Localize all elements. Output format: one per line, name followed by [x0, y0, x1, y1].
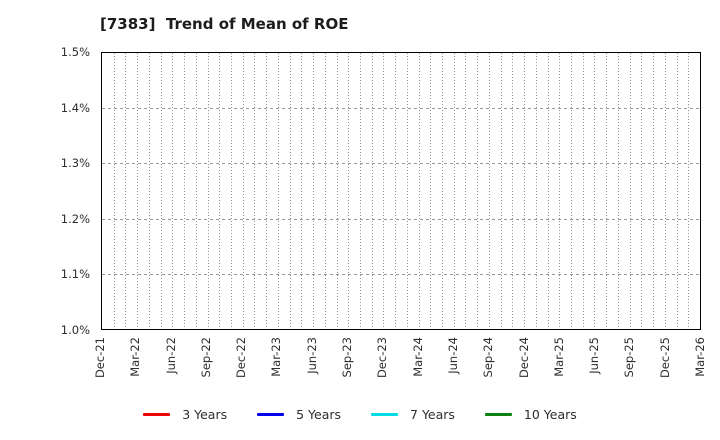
- gridline-vertical: [664, 53, 666, 329]
- gridline-vertical: [125, 53, 127, 329]
- gridline-vertical: [418, 53, 420, 329]
- gridline-vertical: [324, 53, 326, 329]
- gridline-vertical: [453, 53, 455, 329]
- gridline-vertical: [207, 53, 209, 329]
- legend-line-swatch: [257, 412, 285, 416]
- gridline-vertical: [688, 53, 690, 329]
- gridline-horizontal: [102, 163, 700, 165]
- gridline-vertical: [617, 53, 619, 329]
- gridline-vertical: [535, 53, 537, 329]
- gridline-vertical: [348, 53, 350, 329]
- gridline-vertical: [500, 53, 502, 329]
- x-tick-label: Mar-23: [269, 337, 284, 377]
- gridline-vertical: [406, 53, 408, 329]
- gridline-vertical: [242, 53, 244, 329]
- gridline-vertical: [442, 53, 444, 329]
- y-tick-label: 1.0%: [60, 323, 90, 337]
- gridline-vertical: [488, 53, 490, 329]
- gridline-vertical: [219, 53, 221, 329]
- gridline-vertical: [359, 53, 361, 329]
- gridline-vertical: [512, 53, 514, 329]
- grid-layer: [102, 53, 700, 329]
- y-tick-label: 1.2%: [60, 211, 90, 226]
- gridline-vertical: [383, 53, 385, 329]
- gridline-vertical: [594, 53, 596, 329]
- gridline-vertical: [371, 53, 373, 329]
- legend-item-3-years: 3 Years: [143, 407, 227, 422]
- legend-line-swatch: [371, 412, 399, 416]
- y-tick-label: 1.1%: [60, 267, 90, 282]
- gridline-horizontal: [102, 218, 700, 220]
- gridline-vertical: [160, 53, 162, 329]
- gridline-vertical: [395, 53, 397, 329]
- gridline-vertical: [559, 53, 561, 329]
- gridline-vertical: [524, 53, 526, 329]
- gridline-vertical: [289, 53, 291, 329]
- x-tick-label: Dec-21: [93, 337, 107, 379]
- legend-line-swatch: [143, 412, 171, 416]
- x-tick-label: Jun-25: [587, 337, 602, 374]
- gridline-vertical: [184, 53, 186, 329]
- x-tick-label: Mar-22: [128, 337, 143, 377]
- gridline-vertical: [653, 53, 655, 329]
- x-tick-label: Mar-24: [410, 337, 425, 377]
- legend-item-5-years: 5 Years: [257, 407, 341, 422]
- gridline-vertical: [465, 53, 467, 329]
- gridline-vertical: [571, 53, 573, 329]
- gridline-vertical: [301, 53, 303, 329]
- gridline-vertical: [148, 53, 150, 329]
- x-tick-label: Dec-25: [657, 337, 672, 379]
- x-tick-label: Jun-22: [163, 337, 178, 374]
- gridline-vertical: [430, 53, 432, 329]
- y-tick-label: 1.5%: [60, 45, 90, 59]
- gridline-vertical: [254, 53, 256, 329]
- gridline-vertical: [266, 53, 268, 329]
- legend-label: 7 Years: [410, 406, 455, 422]
- gridline-vertical: [629, 53, 631, 329]
- y-tick-label: 1.3%: [60, 156, 90, 171]
- gridline-vertical: [582, 53, 584, 329]
- x-tick-label: Mar-26: [693, 337, 707, 377]
- chart-title: [7383] Trend of Mean of ROE: [100, 15, 349, 33]
- gridline-vertical: [137, 53, 139, 329]
- gridline-vertical: [547, 53, 549, 329]
- x-tick-label: Jun-24: [445, 337, 460, 374]
- series-lines-layer: [102, 53, 700, 329]
- gridline-vertical: [313, 53, 315, 329]
- legend-label: 5 Years: [296, 406, 342, 422]
- gridline-vertical: [641, 53, 643, 329]
- x-tick-label: Mar-25: [551, 337, 566, 377]
- gridline-horizontal: [102, 108, 700, 110]
- legend-line-swatch: [484, 412, 512, 416]
- x-tick-label: Sep-23: [340, 337, 355, 378]
- gridline-vertical: [336, 53, 338, 329]
- gridline-vertical: [676, 53, 678, 329]
- x-tick-label: Sep-24: [481, 337, 496, 378]
- gridline-vertical: [230, 53, 232, 329]
- gridline-vertical: [195, 53, 197, 329]
- x-tick-label: Jun-23: [304, 337, 319, 374]
- gridline-vertical: [172, 53, 174, 329]
- x-tick-label: Dec-22: [234, 337, 249, 379]
- x-tick-label: Sep-22: [198, 337, 213, 378]
- gridline-horizontal: [102, 273, 700, 275]
- legend: 3 Years 5 Years 7 Years 10 Years: [0, 404, 720, 424]
- x-tick-label: Sep-25: [622, 337, 637, 378]
- y-tick-label: 1.4%: [60, 100, 90, 115]
- legend-label: 3 Years: [182, 406, 228, 422]
- plot-area: [101, 52, 701, 330]
- legend-item-10-years: 10 Years: [484, 406, 577, 422]
- legend-label: 10 Years: [523, 406, 577, 422]
- gridline-vertical: [113, 53, 115, 329]
- gridline-vertical: [606, 53, 608, 329]
- gridline-vertical: [277, 53, 279, 329]
- legend-item-7-years: 7 Years: [371, 407, 455, 422]
- gridline-vertical: [477, 53, 479, 329]
- x-tick-label: Dec-23: [375, 337, 390, 379]
- x-tick-label: Dec-24: [516, 337, 531, 379]
